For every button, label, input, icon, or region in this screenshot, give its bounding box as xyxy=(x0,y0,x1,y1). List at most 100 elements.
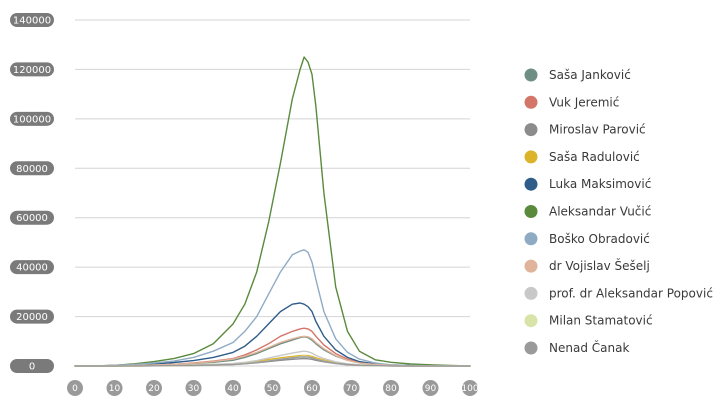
x-tick-label: 90 xyxy=(425,384,437,394)
x-tick-label: 100 xyxy=(461,384,478,394)
x-tick: 10 xyxy=(106,380,123,396)
y-axis: 0 20000 40000 60000 80000 100000 120000 140000 xyxy=(10,13,54,373)
y-tick: 20000 xyxy=(10,309,54,324)
x-tick-circle xyxy=(67,380,83,396)
legend-swatch xyxy=(524,95,538,109)
x-tick: 50 xyxy=(264,380,281,396)
y-tick-pill xyxy=(10,260,54,275)
y-tick-pill xyxy=(10,62,54,77)
y-tick-label: 100000 xyxy=(13,114,51,125)
y-tick: 60000 xyxy=(10,210,54,225)
x-tick-label: 50 xyxy=(267,384,279,394)
y-tick: 100000 xyxy=(10,111,54,126)
grid-lines xyxy=(75,19,470,367)
legend-swatch xyxy=(524,259,538,273)
x-tick: 100 xyxy=(461,380,479,396)
legend-swatch xyxy=(524,177,538,191)
x-tick: 70 xyxy=(343,380,360,396)
series-line-7 xyxy=(74,335,471,367)
y-tick: 140000 xyxy=(10,13,54,27)
x-tick-circle xyxy=(304,380,320,396)
legend-item[interactable]: Boško Obradović xyxy=(524,232,650,246)
y-tick: 120000 xyxy=(10,62,54,77)
legend-swatch xyxy=(524,150,538,164)
legend-label: Aleksandar Vučić xyxy=(549,205,651,219)
series-line-10 xyxy=(74,356,471,367)
series-line-5 xyxy=(74,56,471,367)
x-tick-label: 70 xyxy=(346,384,358,394)
legend-item[interactable]: Saša Janković xyxy=(524,68,631,82)
legend-label: Vuk Jeremić xyxy=(549,95,619,109)
x-tick-label: 0 xyxy=(72,384,78,394)
x-axis: 0 10 20 30 40 50 60 70 80 90 100 xyxy=(67,380,479,396)
y-tick: 80000 xyxy=(10,161,54,176)
legend-label: dr Vojislav Šešelj xyxy=(549,258,650,273)
y-tick-label: 140000 xyxy=(13,16,51,27)
y-tick-pill xyxy=(10,13,54,27)
y-tick-label: 80000 xyxy=(16,164,48,175)
legend-label: Saša Radulović xyxy=(549,150,640,164)
legend-swatch xyxy=(524,68,538,82)
y-tick-label: 120000 xyxy=(13,65,51,76)
legend-swatch xyxy=(524,286,538,300)
y-tick-pill xyxy=(10,161,54,176)
series-lines xyxy=(74,56,471,367)
legend-swatch xyxy=(524,232,538,246)
x-tick-label: 40 xyxy=(227,384,239,394)
y-tick: 40000 xyxy=(10,260,54,275)
x-tick-circle xyxy=(422,380,439,396)
legend-swatch xyxy=(524,341,538,355)
x-tick-circle xyxy=(185,380,202,396)
legend-swatch xyxy=(524,314,538,328)
y-tick-label: 20000 xyxy=(16,312,48,323)
legend-label: Boško Obradović xyxy=(549,232,650,246)
y-tick-pill xyxy=(10,309,54,324)
legend-label: Nenad Čanak xyxy=(549,340,629,355)
x-tick-label: 20 xyxy=(148,384,160,394)
legend-item[interactable]: prof. dr Aleksandar Popović xyxy=(524,286,713,300)
y-tick-pill xyxy=(10,359,54,373)
legend-label: Luka Maksimović xyxy=(549,177,651,191)
legend-label: Miroslav Parović xyxy=(549,123,646,137)
legend-item[interactable]: Nenad Čanak xyxy=(524,340,630,355)
legend-item[interactable]: dr Vojislav Šešelj xyxy=(524,258,650,273)
x-tick-circle xyxy=(146,380,162,396)
y-tick-label: 0 xyxy=(29,362,35,373)
legend-label: Saša Janković xyxy=(549,68,631,82)
x-tick: 60 xyxy=(304,380,320,396)
series-line-6 xyxy=(74,249,471,367)
legend-item[interactable]: Luka Maksimović xyxy=(524,177,652,191)
x-tick-label: 80 xyxy=(385,384,397,394)
x-tick-label: 30 xyxy=(188,384,200,394)
x-tick-circle xyxy=(225,380,241,396)
x-tick: 20 xyxy=(146,380,162,396)
x-tick-circle xyxy=(264,380,281,396)
y-tick-pill xyxy=(10,210,54,225)
legend-item[interactable]: Aleksandar Vučić xyxy=(524,205,652,219)
y-tick: 0 xyxy=(10,359,54,373)
x-tick: 30 xyxy=(185,380,202,396)
y-tick-pill xyxy=(10,111,54,126)
legend-label: Milan Stamatović xyxy=(549,314,653,328)
legend-item[interactable]: Milan Stamatović xyxy=(524,314,653,328)
x-tick-circle xyxy=(383,380,399,396)
x-tick-circle xyxy=(106,380,123,396)
y-tick-label: 60000 xyxy=(16,213,48,224)
legend[interactable]: Saša Janković Vuk Jeremić Miroslav Parović… xyxy=(524,68,713,355)
y-tick-label: 40000 xyxy=(16,263,48,274)
x-tick-label: 60 xyxy=(306,384,318,394)
x-tick-circle xyxy=(462,380,478,396)
legend-item[interactable]: Saša Radulović xyxy=(524,150,640,164)
x-tick: 0 xyxy=(67,380,83,396)
legend-label: prof. dr Aleksandar Popović xyxy=(549,286,713,300)
x-tick: 90 xyxy=(422,380,439,396)
x-tick-circle xyxy=(343,380,360,396)
legend-swatch xyxy=(524,205,538,218)
x-tick: 80 xyxy=(383,380,399,396)
x-tick: 40 xyxy=(225,380,241,396)
legend-swatch xyxy=(524,123,538,137)
legend-item[interactable]: Vuk Jeremić xyxy=(524,95,620,109)
legend-item[interactable]: Miroslav Parović xyxy=(524,123,646,137)
x-tick-label: 10 xyxy=(109,384,121,394)
